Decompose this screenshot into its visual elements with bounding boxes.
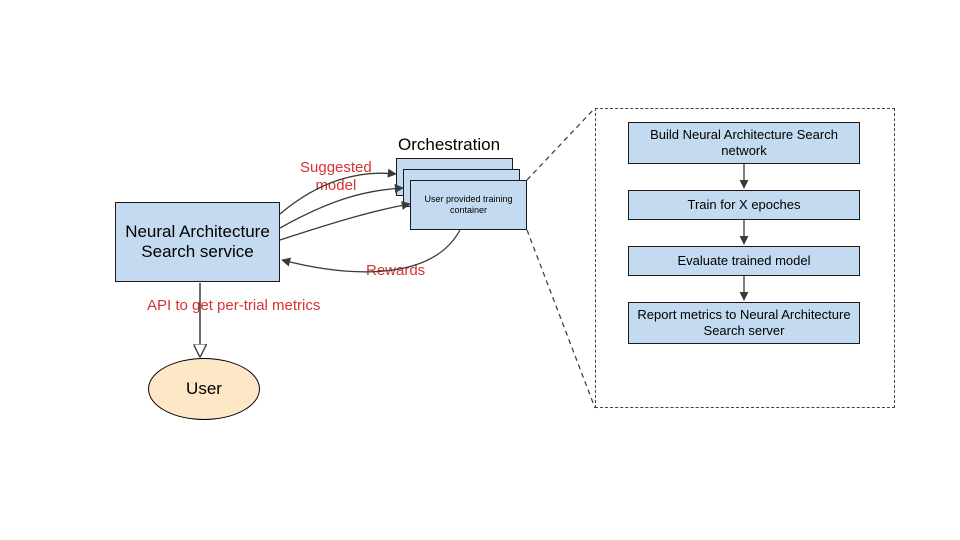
user-label: User — [186, 379, 222, 399]
panel-step-3-label: Evaluate trained model — [678, 253, 811, 269]
panel-step-3: Evaluate trained model — [628, 246, 860, 276]
panel-step-2-label: Train for X epoches — [688, 197, 801, 213]
nas-service-label: Neural Architecture Search service — [120, 222, 275, 263]
panel-step-1-label: Build Neural Architecture Search network — [635, 127, 853, 160]
edge-service-to-front — [280, 204, 410, 240]
nas-service-box: Neural Architecture Search service — [115, 202, 280, 282]
training-container-front: User provided training container — [410, 180, 527, 230]
edge-callout-bot — [527, 230, 595, 408]
orchestration-title: Orchestration — [398, 135, 500, 155]
panel-step-2: Train for X epoches — [628, 190, 860, 220]
user-node: User — [148, 358, 260, 420]
training-container-label: User provided training container — [415, 194, 522, 216]
panel-step-4: Report metrics to Neural Architecture Se… — [628, 302, 860, 344]
suggested-model-label: Suggested model — [300, 159, 372, 195]
rewards-label: Rewards — [366, 262, 425, 280]
edge-callout-top — [527, 108, 595, 180]
api-label: API to get per-trial metrics — [147, 297, 320, 315]
panel-step-4-label: Report metrics to Neural Architecture Se… — [635, 307, 853, 340]
panel-step-1: Build Neural Architecture Search network — [628, 122, 860, 164]
